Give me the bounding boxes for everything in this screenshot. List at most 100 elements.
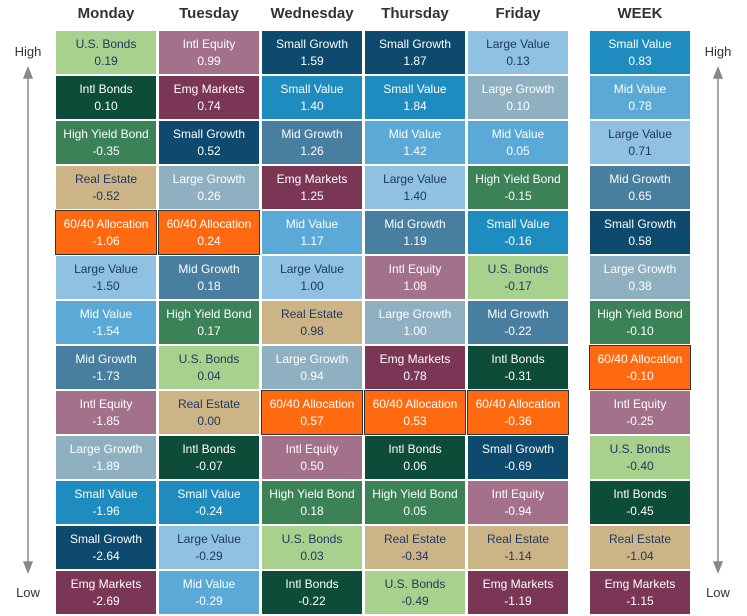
cell: Emg Markets -2.69: [55, 570, 157, 615]
cell-label: U.S. Bonds: [384, 577, 446, 591]
cell: Large Value -1.50: [55, 255, 157, 300]
cell: Intl Equity -0.25: [589, 390, 691, 435]
cell: Large Growth 0.26: [158, 165, 260, 210]
cell-value: 1.59: [300, 54, 324, 68]
cell-label: Intl Bonds: [182, 442, 236, 456]
cell-label: Mid Growth: [609, 172, 671, 186]
cell: Emg Markets -1.15: [589, 570, 691, 615]
cell-label: Small Growth: [172, 127, 246, 141]
cell-label: Real Estate: [177, 397, 241, 411]
cell: Intl Equity -1.85: [55, 390, 157, 435]
cell: Emg Markets 0.78: [364, 345, 466, 390]
high-label: High: [704, 44, 732, 59]
cell-value: 1.17: [300, 234, 324, 248]
low-label: Low: [706, 585, 730, 600]
cell: High Yield Bond -0.10: [589, 300, 691, 345]
cell-value: -1.14: [504, 549, 532, 563]
cell-label: High Yield Bond: [597, 307, 683, 321]
cell-label: Intl Bonds: [491, 352, 545, 366]
cell-value: -0.10: [626, 369, 654, 383]
cell-value: 0.94: [300, 369, 324, 383]
cell-value: 0.50: [300, 459, 324, 473]
cell-label: Real Estate: [74, 172, 138, 186]
high-label: High: [14, 44, 42, 59]
cell-value: -0.10: [626, 324, 654, 338]
low-label: Low: [16, 585, 40, 600]
cell-label: U.S. Bonds: [178, 352, 240, 366]
cell: Small Growth -0.69: [467, 435, 569, 480]
cell-label: Intl Equity: [613, 397, 667, 411]
cell-label: Mid Value: [613, 82, 667, 96]
cell-label: Intl Equity: [182, 37, 236, 51]
cell-value: 0.52: [197, 144, 221, 158]
cell-value: 0.74: [197, 99, 221, 113]
cell-label: Intl Equity: [491, 487, 545, 501]
cell: Intl Equity 0.99: [158, 30, 260, 75]
cell-label: Large Value: [74, 262, 138, 276]
cell-value: -2.64: [92, 549, 120, 563]
cell-value: 1.00: [300, 279, 324, 293]
cell-label: U.S. Bonds: [281, 532, 343, 546]
cell: Small Value -0.16: [467, 210, 569, 255]
cell-value: 0.18: [300, 504, 324, 518]
cell-label: Small Value: [486, 217, 550, 231]
cell-value: 0.05: [506, 144, 530, 158]
cell: Mid Growth 1.26: [261, 120, 363, 165]
cell-value: 1.84: [403, 99, 427, 113]
cell-value: -0.22: [504, 324, 532, 338]
cell-label: Large Growth: [69, 442, 143, 456]
cell: Intl Equity 1.08: [364, 255, 466, 300]
cell-value: 0.78: [628, 99, 652, 113]
cell: Real Estate -1.14: [467, 525, 569, 570]
cell-label: Mid Value: [285, 217, 339, 231]
cell: 60/40 Allocation -1.06: [55, 210, 157, 255]
cell: 60/40 Allocation -0.10: [589, 345, 691, 390]
cell-value: -0.35: [92, 144, 120, 158]
cell: 60/40 Allocation 0.53: [364, 390, 466, 435]
cell-label: Large Growth: [481, 82, 555, 96]
cell-value: -1.19: [504, 594, 532, 608]
cell: High Yield Bond -0.35: [55, 120, 157, 165]
cell: Emg Markets 1.25: [261, 165, 363, 210]
cell: Large Growth 0.10: [467, 75, 569, 120]
cell-label: Emg Markets: [482, 577, 554, 591]
cell-value: -0.29: [195, 594, 223, 608]
cell: Intl Bonds -0.07: [158, 435, 260, 480]
cell-value: 0.78: [403, 369, 427, 383]
cell-label: Large Value: [280, 262, 344, 276]
cell: Real Estate 0.00: [158, 390, 260, 435]
cell-value: 0.17: [197, 324, 221, 338]
cell-label: Emg Markets: [604, 577, 676, 591]
cell: Intl Equity -0.94: [467, 480, 569, 525]
cell-label: Real Estate: [608, 532, 672, 546]
cell: Small Value -1.96: [55, 480, 157, 525]
cell-label: Large Growth: [378, 307, 452, 321]
cell-label: Emg Markets: [276, 172, 348, 186]
cell-label: Large Growth: [275, 352, 349, 366]
cell-label: Mid Growth: [281, 127, 343, 141]
cell: 60/40 Allocation -0.36: [467, 390, 569, 435]
cell-label: Small Value: [74, 487, 138, 501]
cell-label: Intl Equity: [79, 397, 133, 411]
cell: Real Estate -0.52: [55, 165, 157, 210]
cell-value: -0.17: [504, 279, 532, 293]
cell-label: U.S. Bonds: [75, 37, 137, 51]
cell: Small Growth 1.87: [364, 30, 466, 75]
cell: High Yield Bond 0.17: [158, 300, 260, 345]
cell: Large Growth 0.38: [589, 255, 691, 300]
cell: Large Value 0.71: [589, 120, 691, 165]
cell: Large Growth -1.89: [55, 435, 157, 480]
cell: U.S. Bonds -0.40: [589, 435, 691, 480]
cell-label: Mid Value: [491, 127, 545, 141]
cell-value: -0.52: [92, 189, 120, 203]
cell-value: -0.34: [401, 549, 429, 563]
cell-value: -1.54: [92, 324, 120, 338]
cell: Emg Markets 0.74: [158, 75, 260, 120]
cell-value: 0.13: [506, 54, 530, 68]
cell-label: Small Growth: [603, 217, 677, 231]
cell: Mid Growth -1.73: [55, 345, 157, 390]
column-header: Friday: [495, 5, 541, 22]
cell: Intl Bonds -0.22: [261, 570, 363, 615]
cell: Large Value 1.40: [364, 165, 466, 210]
